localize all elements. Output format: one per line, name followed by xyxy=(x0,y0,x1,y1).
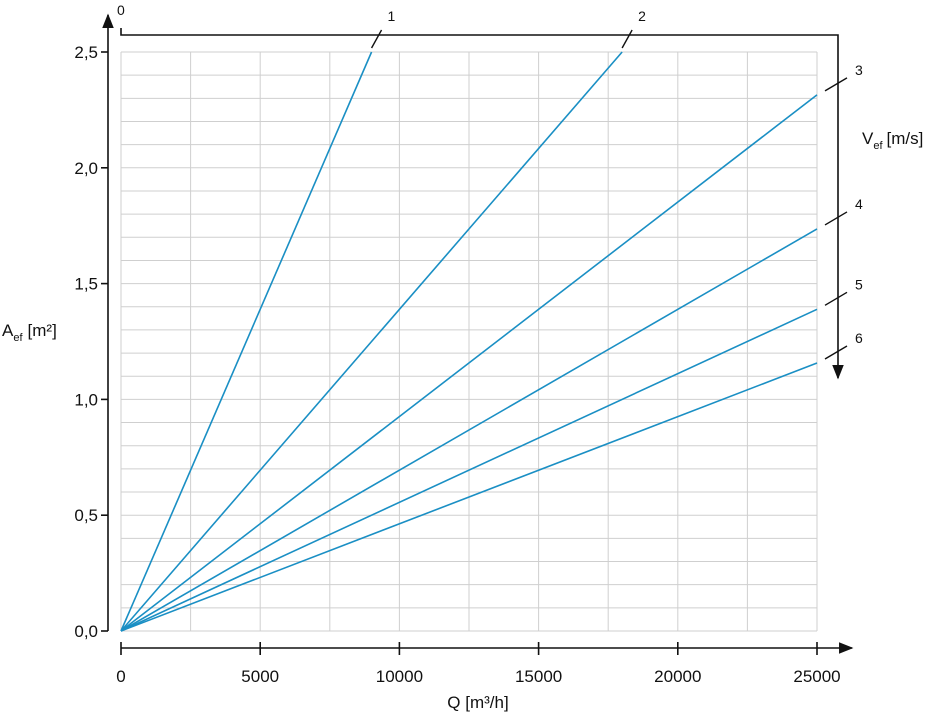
y-tick-label: 0,0 xyxy=(74,622,98,641)
x-tick-label: 0 xyxy=(116,667,125,686)
x-tick-label: 20000 xyxy=(654,667,701,686)
y-title-unit: [m²] xyxy=(28,321,57,340)
series-label-tick xyxy=(824,77,848,92)
velocity-axis xyxy=(120,28,844,380)
y-title-sub: ef xyxy=(13,332,23,344)
y2-title-unit: [m/s] xyxy=(887,129,924,148)
x-tick-label: 25000 xyxy=(793,667,840,686)
x-tick-label: 15000 xyxy=(515,667,562,686)
legend-label: 6 xyxy=(855,330,863,346)
series-line xyxy=(120,308,818,632)
y2-title-main: V xyxy=(862,129,874,148)
legend-label: 3 xyxy=(855,62,863,78)
legend-label: 4 xyxy=(855,196,863,212)
series-line xyxy=(120,51,623,632)
y-axis-title: Aef [m²] xyxy=(2,321,57,344)
y2-axis-title: Vef [m/s] xyxy=(862,129,923,152)
y2-title-sub: ef xyxy=(873,140,883,152)
y-tick-label: 1,0 xyxy=(74,390,98,409)
series-label-tick xyxy=(824,211,848,226)
series-line xyxy=(120,362,818,632)
series-label-tick xyxy=(824,291,848,306)
series-line xyxy=(120,228,818,632)
series-label-tick xyxy=(621,29,633,49)
y-tick-label: 2,5 xyxy=(74,43,98,62)
legend-label: 5 xyxy=(855,276,863,292)
series-label-tick xyxy=(370,29,383,49)
x-tick-label: 10000 xyxy=(376,667,423,686)
series-label-tick xyxy=(824,345,848,360)
y-tick-label: 1,5 xyxy=(74,275,98,294)
series-line xyxy=(120,51,373,632)
lines xyxy=(120,51,818,632)
y-title-main: A xyxy=(2,321,14,340)
legend-label: 2 xyxy=(638,8,646,24)
top-tick-label: 0 xyxy=(117,2,125,18)
y-tick-label: 2,0 xyxy=(74,159,98,178)
series-line xyxy=(120,94,818,632)
legend-label: 1 xyxy=(388,8,396,24)
grid xyxy=(120,51,818,632)
x-axis-title: Q [m³/h] xyxy=(447,693,508,712)
y-tick-label: 0,5 xyxy=(74,506,98,525)
x-tick-label: 5000 xyxy=(241,667,279,686)
